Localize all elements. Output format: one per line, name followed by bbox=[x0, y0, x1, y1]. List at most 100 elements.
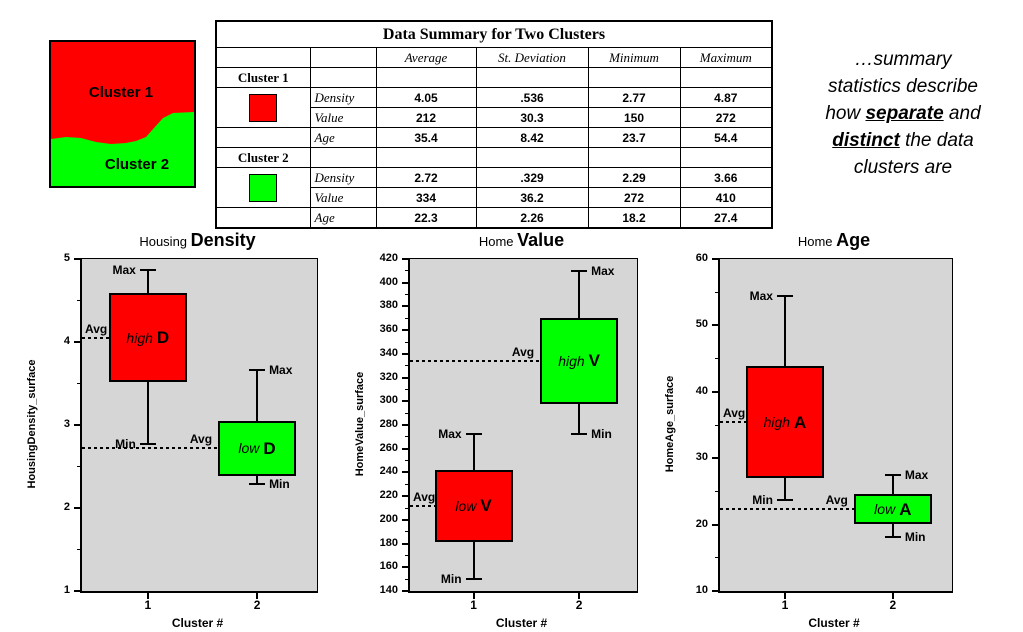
y-minor-tick bbox=[405, 270, 409, 272]
y-minor-tick bbox=[405, 460, 409, 462]
y-major-tick bbox=[402, 258, 409, 260]
table-cell-swatch bbox=[215, 167, 311, 208]
y-major-tick bbox=[402, 329, 409, 332]
y-minor-tick bbox=[77, 549, 81, 550]
y-major-tick bbox=[402, 495, 409, 498]
table-cell-blank bbox=[679, 67, 773, 88]
y-major-tick bbox=[402, 376, 409, 379]
y-minor-tick bbox=[715, 424, 719, 426]
y-tick-label: 400 bbox=[379, 275, 398, 288]
table-cell-value: 3.66 bbox=[679, 167, 773, 188]
plot-area: 10 20 30 40 50 60 1 2 high A Max Min Avg low A Max Min Av… bbox=[696, 252, 953, 612]
box-label-italic: high bbox=[126, 329, 153, 346]
whisker-cap-min bbox=[571, 433, 588, 436]
y-tick-label: 50 bbox=[695, 318, 708, 331]
note-text: statistics describe bbox=[828, 76, 978, 97]
table-cell-blank bbox=[215, 127, 311, 148]
y-major-tick bbox=[712, 324, 719, 327]
cluster2-region bbox=[51, 112, 194, 186]
average-line bbox=[82, 447, 219, 450]
y-minor-tick bbox=[405, 531, 409, 533]
table-cell-blank bbox=[215, 207, 311, 229]
table-cell-blank bbox=[587, 67, 681, 88]
box-low-D: low D bbox=[218, 420, 297, 476]
table-cell-blank bbox=[679, 147, 773, 168]
cluster2-label: Cluster 2 bbox=[105, 156, 169, 173]
y-tick-label: 240 bbox=[379, 465, 398, 478]
y-minor-tick bbox=[405, 365, 409, 367]
y-tick-label: 30 bbox=[695, 451, 708, 464]
min-label: Min bbox=[115, 437, 136, 452]
group-name-cluster1: Cluster 1 bbox=[215, 67, 311, 88]
table-cell-value: 27.4 bbox=[679, 207, 773, 229]
table-cell-value: 150 bbox=[587, 107, 681, 128]
note-text: the data bbox=[899, 130, 974, 151]
y-axis-label: HomeValue_surface bbox=[354, 371, 366, 477]
x-tick bbox=[256, 593, 259, 599]
y-major-tick bbox=[712, 457, 719, 460]
y-tick-label: 20 bbox=[695, 517, 708, 530]
avg-label: Avg bbox=[825, 493, 848, 508]
whisker-cap-max bbox=[465, 433, 482, 436]
y-major-tick bbox=[74, 590, 81, 592]
y-tick-label: 140 bbox=[379, 584, 398, 596]
y-major-tick bbox=[402, 542, 409, 545]
y-major-tick bbox=[74, 424, 81, 426]
table-cell-blank bbox=[309, 67, 377, 88]
note-text: how bbox=[825, 103, 866, 124]
y-major-tick bbox=[712, 523, 719, 526]
table-cell-blank bbox=[375, 67, 477, 88]
note-line: …summary bbox=[788, 46, 1018, 73]
y-tick-label: 280 bbox=[379, 418, 398, 430]
y-tick-label: 180 bbox=[379, 536, 398, 549]
cluster-map: Cluster 1 Cluster 2 bbox=[49, 40, 196, 188]
y-major-tick bbox=[74, 507, 81, 509]
summary-note: …summary statistics describe how separate … bbox=[788, 46, 1018, 181]
y-major-tick bbox=[402, 566, 409, 569]
note-line: statistics describe bbox=[788, 73, 1018, 100]
x-tick-label: 2 bbox=[889, 598, 897, 612]
y-minor-tick bbox=[77, 300, 81, 301]
avg-label: Avg bbox=[511, 344, 535, 359]
row-label-density: Density bbox=[309, 167, 377, 188]
box-label-bold: A bbox=[899, 499, 912, 519]
table-cell-value: 212 bbox=[375, 107, 477, 128]
avg-label: Avg bbox=[85, 321, 108, 336]
y-minor-tick bbox=[715, 490, 719, 492]
x-tick-label: 1 bbox=[144, 598, 152, 612]
max-label: Max bbox=[904, 468, 929, 483]
table-cell-value: 272 bbox=[679, 107, 773, 128]
table-row: Density 4.05 .536 2.77 4.87 bbox=[215, 87, 773, 128]
avg-label: Avg bbox=[189, 432, 213, 447]
y-major-tick bbox=[402, 590, 409, 592]
y-tick-label: 200 bbox=[379, 512, 398, 525]
table-cell-blank bbox=[309, 147, 377, 168]
note-line: distinct the data bbox=[788, 127, 1018, 154]
table-row: Age 35.4 8.42 23.7 54.4 bbox=[215, 127, 773, 148]
y-major-tick bbox=[402, 471, 409, 474]
y-tick-label: 10 bbox=[695, 584, 708, 596]
y-minor-tick bbox=[405, 388, 409, 390]
y-tick-label: 260 bbox=[379, 441, 398, 454]
y-minor-tick bbox=[405, 341, 409, 343]
max-label: Max bbox=[438, 427, 462, 442]
y-tick-label: 420 bbox=[379, 252, 398, 264]
y-tick-label: 220 bbox=[379, 489, 398, 502]
chart-title-bold: Value bbox=[517, 230, 565, 250]
table-row: Age 22.3 2.26 18.2 27.4 bbox=[215, 207, 773, 229]
table-cell-value: 30.3 bbox=[475, 107, 589, 128]
box-label-italic: low bbox=[874, 501, 896, 518]
box-label-italic: high bbox=[558, 352, 585, 369]
note-emphasis: distinct bbox=[832, 130, 900, 151]
table-cell-blank bbox=[475, 147, 589, 168]
table-cell-value: 2.72 bbox=[375, 167, 477, 188]
table-cell-value: 2.26 bbox=[475, 207, 589, 229]
y-major-tick bbox=[402, 281, 409, 284]
cluster2-swatch bbox=[249, 173, 278, 202]
y-tick-label: 4 bbox=[63, 335, 70, 347]
group-name-cluster2: Cluster 2 bbox=[215, 147, 311, 168]
avg-label: Avg bbox=[413, 489, 436, 504]
note-text: and bbox=[943, 103, 981, 124]
y-minor-tick bbox=[715, 291, 719, 293]
table-cell-blank bbox=[587, 147, 681, 168]
